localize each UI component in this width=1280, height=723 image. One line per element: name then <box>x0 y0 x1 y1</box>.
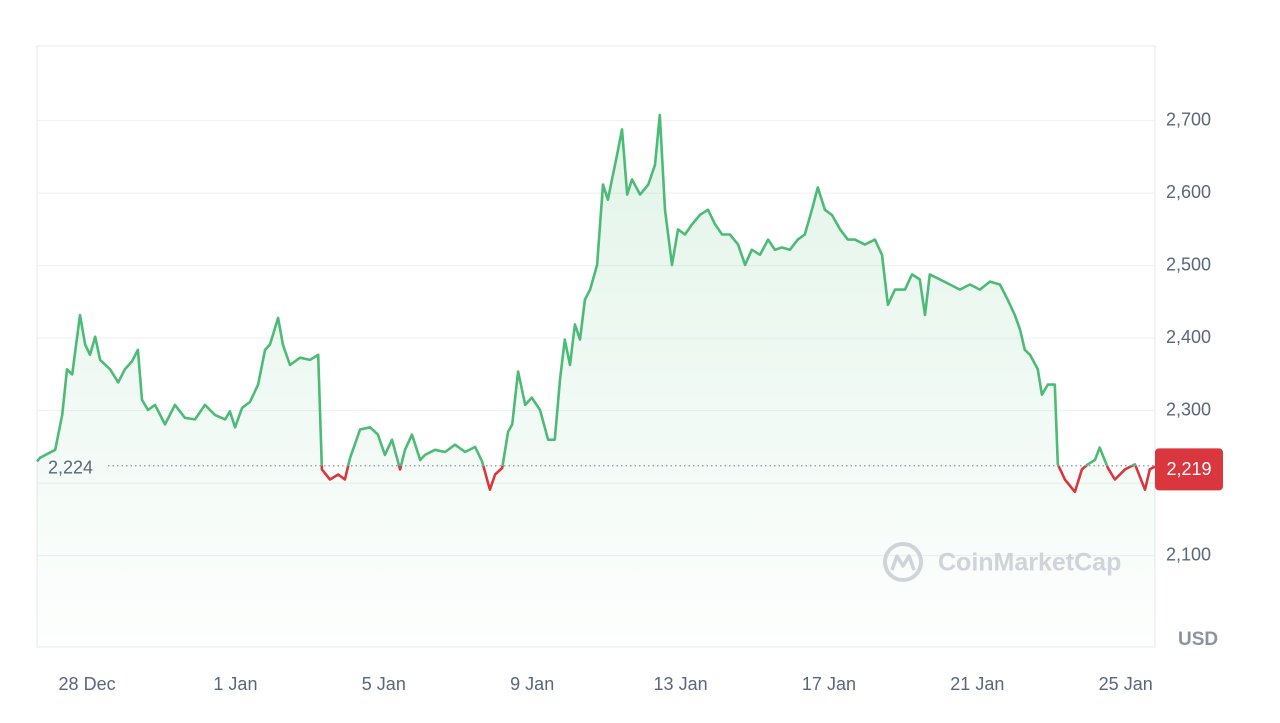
x-tick-label: 13 Jan <box>654 674 708 694</box>
marks <box>36 113 1156 647</box>
baseline-label: 2,224 <box>48 458 93 478</box>
price-line-up <box>36 113 1155 466</box>
y-tick-label: 2,400 <box>1166 327 1211 347</box>
y-tick-label: 2,500 <box>1166 254 1211 274</box>
watermark-logo-mark <box>890 554 916 571</box>
price-badge-label: 2,219 <box>1166 459 1211 479</box>
x-tick-label: 5 Jan <box>362 674 406 694</box>
price-area <box>37 114 1155 647</box>
x-tick-label: 1 Jan <box>213 674 257 694</box>
watermark-logo <box>883 542 923 582</box>
x-tick-label: 25 Jan <box>1099 674 1153 694</box>
watermark: CoinMarketCap <box>883 542 1121 582</box>
y-tick-label: 2,100 <box>1166 544 1211 564</box>
price-badge <box>1155 448 1223 491</box>
x-tick-label: 9 Jan <box>510 674 554 694</box>
x-tick-label: 28 Dec <box>59 674 116 694</box>
x-tick-label: 17 Jan <box>802 674 856 694</box>
y-tick-label: 2,700 <box>1166 109 1211 129</box>
y-tick-label: 2,600 <box>1166 182 1211 202</box>
x-tick-label: 21 Jan <box>950 674 1004 694</box>
currency-unit: USD <box>1178 629 1218 650</box>
watermark-text: CoinMarketCap <box>938 549 1121 577</box>
y-tick-label: 2,300 <box>1166 399 1211 419</box>
